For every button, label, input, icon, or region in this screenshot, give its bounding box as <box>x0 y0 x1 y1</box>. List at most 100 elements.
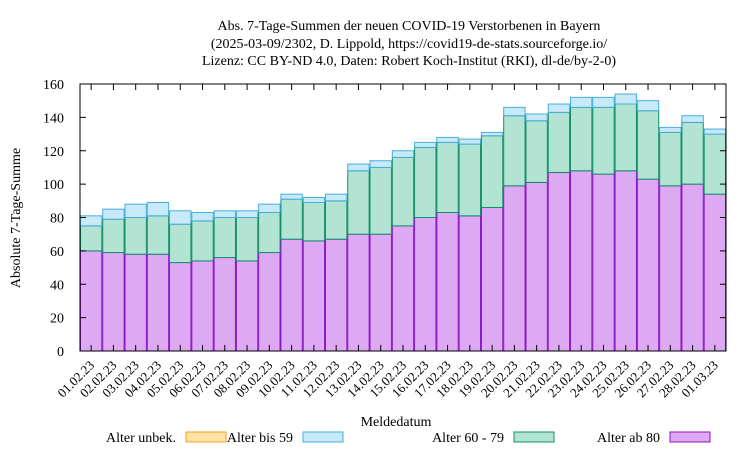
bar-alter-60-79-0 <box>79 225 103 252</box>
bar-alter-ab-80-18 <box>480 206 504 352</box>
bar-alter-ab-80-13 <box>369 233 392 352</box>
bar-alter-ab-80-0 <box>79 250 103 352</box>
bar-alter-ab-80-22 <box>570 170 593 352</box>
bar-alter-ab-80-8 <box>258 252 281 352</box>
y-tick-label: 20 <box>50 312 64 327</box>
legend-swatch <box>513 431 555 443</box>
bar-alter-60-79-20 <box>525 120 548 183</box>
bar-alter-ab-80-6 <box>213 257 236 352</box>
bar-alter-bis-59-4 <box>169 210 192 225</box>
y-tick-label: 160 <box>43 78 64 93</box>
bar-alter-bis-59-26 <box>659 126 682 133</box>
bar-alter-bis-59-22 <box>570 96 593 108</box>
chart-title-line-2: (2025-03-09/2302, D. Lippold, https://co… <box>211 37 607 52</box>
chart-title: Abs. 7-Tage-Summen der neuen COVID-19 Ve… <box>202 19 616 69</box>
bar-alter-ab-80-19 <box>503 185 526 352</box>
y-tick-label: 140 <box>43 111 64 126</box>
bar-alter-bis-59-8 <box>258 203 281 213</box>
bar-alter-ab-80-24 <box>614 170 637 352</box>
bar-alter-60-79-13 <box>369 166 392 235</box>
bar-alter-ab-80-3 <box>146 253 170 352</box>
bar-alter-60-79-10 <box>302 201 326 242</box>
bar-alter-ab-80-23 <box>592 173 615 352</box>
y-tick-label: 0 <box>57 345 64 360</box>
bar-alter-ab-80-15 <box>414 217 437 352</box>
bar-alter-bis-59-2 <box>124 203 147 218</box>
bar-alter-bis-59-7 <box>235 210 259 219</box>
bar-alter-ab-80-20 <box>525 181 548 352</box>
bar-alter-60-79-7 <box>235 217 259 262</box>
bar-alter-60-79-9 <box>280 198 303 240</box>
y-tick-label: 120 <box>43 145 64 160</box>
bar-alter-ab-80-14 <box>391 225 415 352</box>
legend-label: Alter unbek. <box>106 431 176 446</box>
bar-alter-bis-59-23 <box>592 96 615 108</box>
bar-alter-bis-59-28 <box>703 128 727 135</box>
bar-alter-bis-59-1 <box>102 208 125 220</box>
bar-alter-60-79-18 <box>480 135 504 208</box>
legend-swatch <box>669 431 711 443</box>
bar-alter-bis-59-3 <box>146 201 170 217</box>
bar-alter-bis-59-20 <box>525 113 548 122</box>
bar-alter-bis-59-9 <box>280 193 303 200</box>
bar-alter-bis-59-19 <box>503 106 526 117</box>
bar-alter-60-79-21 <box>547 111 571 173</box>
bar-alter-60-79-23 <box>592 106 615 175</box>
bar-alter-ab-80-1 <box>102 252 125 352</box>
legend-label: Alter bis 59 <box>227 431 293 446</box>
plot-frame <box>79 83 727 352</box>
bar-alter-bis-59-27 <box>681 115 704 123</box>
bar-alter-bis-59-14 <box>391 150 415 158</box>
bar-alter-60-79-16 <box>436 141 459 213</box>
bar-alter-ab-80-25 <box>636 178 660 352</box>
bar-alter-bis-59-18 <box>480 131 504 137</box>
bar-alter-ab-80-11 <box>324 238 348 352</box>
bar-alter-60-79-4 <box>169 223 192 264</box>
bar-alter-60-79-15 <box>414 146 437 218</box>
bar-alter-60-79-3 <box>146 215 170 255</box>
bar-alter-60-79-14 <box>391 156 415 227</box>
bar-alter-60-79-12 <box>347 170 370 235</box>
legend-swatch <box>185 431 227 443</box>
y-axis-label: Absolute 7-Tage-Summe <box>9 148 24 288</box>
bar-alter-60-79-19 <box>503 115 526 187</box>
bar-alter-ab-80-21 <box>547 171 571 352</box>
legend-swatch <box>302 431 344 443</box>
bar-alter-60-79-22 <box>570 106 593 172</box>
bar-alter-ab-80-4 <box>169 262 192 352</box>
bar-alter-60-79-27 <box>681 121 704 185</box>
chart-title-line-1: Abs. 7-Tage-Summen der neuen COVID-19 Ve… <box>218 19 601 34</box>
bar-alter-60-79-26 <box>659 131 682 187</box>
legend-label: Alter ab 80 <box>597 431 660 446</box>
bar-alter-60-79-8 <box>258 211 281 254</box>
bar-alter-ab-80-26 <box>659 185 682 352</box>
bar-alter-ab-80-7 <box>235 260 259 352</box>
bar-alter-60-79-25 <box>636 110 660 180</box>
bar-alter-60-79-1 <box>102 218 125 254</box>
bar-alter-bis-59-21 <box>547 103 571 113</box>
chart-title-line-3: Lizenz: CC BY-ND 4.0, Daten: Robert Koch… <box>202 54 616 69</box>
bar-alter-bis-59-10 <box>302 196 326 203</box>
bar-alter-bis-59-12 <box>347 163 370 172</box>
bar-alter-60-79-24 <box>614 103 637 172</box>
bar-alter-bis-59-5 <box>191 211 214 222</box>
bar-alter-60-79-11 <box>324 200 348 240</box>
legend-label: Alter 60 - 79 <box>432 431 504 446</box>
x-axis-label: Meldedatum <box>361 415 432 430</box>
bar-alter-bis-59-13 <box>369 160 392 168</box>
y-tick-label: 60 <box>50 245 64 260</box>
y-tick-label: 80 <box>50 212 64 227</box>
bar-alter-ab-80-16 <box>436 211 459 352</box>
bar-alter-60-79-5 <box>191 220 214 262</box>
bar-alter-bis-59-15 <box>414 141 437 148</box>
y-tick-label: 40 <box>50 278 64 293</box>
bar-alter-bis-59-6 <box>213 210 236 219</box>
y-tick-label: 100 <box>43 178 64 193</box>
bar-alter-60-79-2 <box>124 217 147 255</box>
bar-alter-ab-80-10 <box>302 240 326 352</box>
bar-alter-ab-80-12 <box>347 233 370 352</box>
bar-alter-60-79-17 <box>458 143 482 217</box>
bar-alter-bis-59-24 <box>614 93 637 105</box>
bar-alter-ab-80-5 <box>191 260 214 352</box>
